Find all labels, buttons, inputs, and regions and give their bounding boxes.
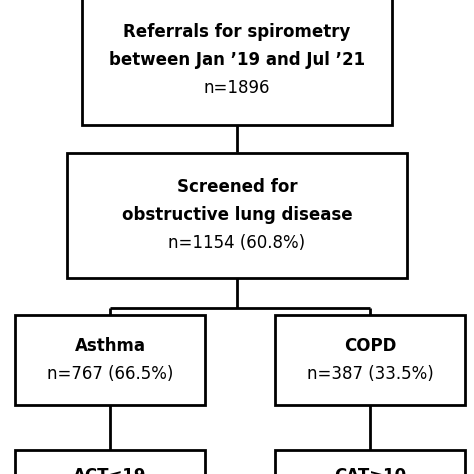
Text: n=1896: n=1896 — [204, 79, 270, 97]
FancyBboxPatch shape — [275, 315, 465, 405]
Text: ACT≤19: ACT≤19 — [73, 467, 147, 474]
Text: Referrals for spirometry: Referrals for spirometry — [123, 23, 351, 41]
Text: between Jan ’19 and Jul ’21: between Jan ’19 and Jul ’21 — [109, 51, 365, 69]
FancyBboxPatch shape — [67, 153, 407, 277]
FancyBboxPatch shape — [15, 315, 205, 405]
Text: COPD: COPD — [344, 337, 396, 355]
Text: n=1154 (60.8%): n=1154 (60.8%) — [168, 234, 306, 252]
FancyBboxPatch shape — [275, 450, 465, 474]
Text: n=767 (66.5%): n=767 (66.5%) — [47, 365, 173, 383]
FancyBboxPatch shape — [15, 450, 205, 474]
Text: Asthma: Asthma — [74, 337, 146, 355]
FancyBboxPatch shape — [82, 0, 392, 125]
Text: CAT≥10: CAT≥10 — [334, 467, 406, 474]
Text: n=387 (33.5%): n=387 (33.5%) — [307, 365, 433, 383]
Text: obstructive lung disease: obstructive lung disease — [122, 206, 352, 224]
Text: Screened for: Screened for — [177, 178, 297, 196]
